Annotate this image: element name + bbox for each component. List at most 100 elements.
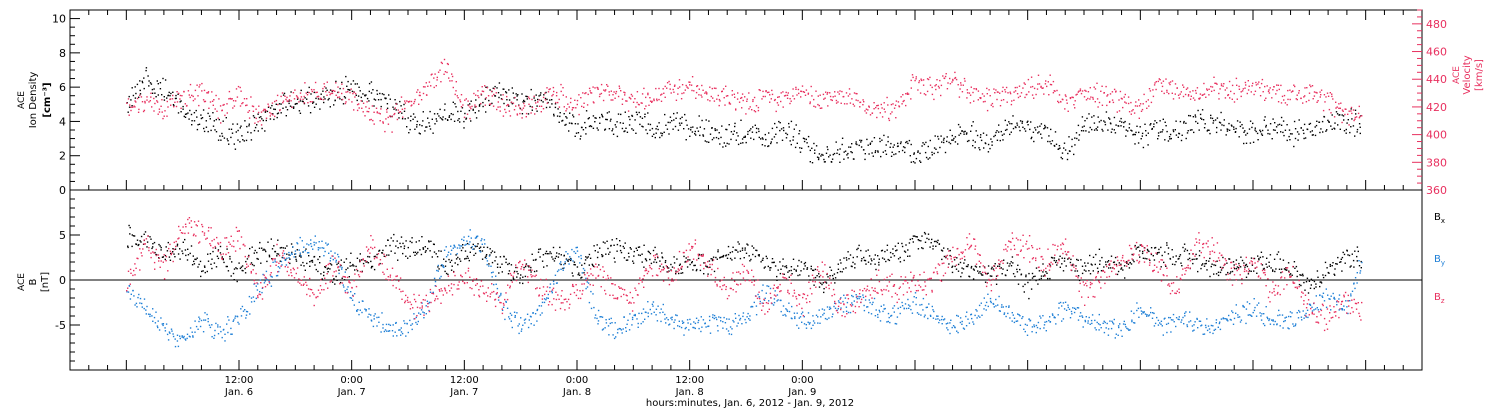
data-point-bx — [819, 286, 820, 287]
data-point-ion-density — [1091, 129, 1092, 130]
y-tick-label-right-top: 460 — [1426, 46, 1447, 59]
data-point-bx — [689, 259, 690, 260]
data-point-bx — [728, 246, 729, 247]
data-point-bx — [1294, 261, 1295, 262]
data-point-ion-density — [148, 80, 149, 81]
data-point-ion-density — [1098, 116, 1099, 117]
data-point-by — [463, 236, 464, 237]
data-point-bx — [853, 257, 854, 258]
data-point-velocity — [1010, 92, 1011, 93]
data-point-velocity — [869, 106, 870, 107]
data-point-by — [789, 311, 790, 312]
data-point-bx — [1016, 269, 1017, 270]
data-point-ion-density — [513, 92, 514, 93]
data-point-velocity — [1166, 90, 1167, 91]
data-point-ion-density — [1253, 142, 1254, 143]
data-point-bx — [411, 242, 412, 243]
data-point-velocity — [912, 74, 913, 75]
data-point-bx — [717, 259, 718, 260]
data-point-velocity — [701, 85, 702, 86]
data-point-velocity — [609, 91, 610, 92]
data-point-by — [511, 315, 512, 316]
data-point-ion-density — [1015, 126, 1016, 127]
data-point-velocity — [1005, 91, 1006, 92]
data-point-velocity — [354, 92, 355, 93]
data-point-by — [297, 243, 298, 244]
data-point-bx — [385, 245, 386, 246]
data-point-velocity — [402, 109, 403, 110]
data-point-velocity — [1280, 85, 1281, 86]
data-point-ion-density — [147, 75, 148, 76]
data-point-ion-density — [503, 103, 504, 104]
data-point-by — [777, 299, 778, 300]
data-point-velocity — [1024, 82, 1025, 83]
data-point-velocity — [186, 105, 187, 106]
data-point-bx — [1337, 257, 1338, 258]
data-point-bx — [269, 256, 270, 257]
data-point-ion-density — [414, 129, 415, 130]
data-point-velocity — [157, 101, 158, 102]
data-point-bx — [696, 269, 697, 270]
data-point-by — [343, 286, 344, 287]
data-point-ion-density — [344, 96, 345, 97]
data-point-ion-density — [708, 120, 709, 121]
data-point-velocity — [1146, 101, 1147, 102]
data-point-ion-density — [508, 89, 509, 90]
data-point-bx — [871, 260, 872, 261]
data-point-ion-density — [319, 108, 320, 109]
data-point-velocity — [1354, 119, 1355, 120]
data-point-bx — [637, 250, 638, 251]
data-point-by — [155, 322, 156, 323]
data-point-by — [563, 267, 564, 268]
data-point-ion-density — [168, 95, 169, 96]
data-point-ion-density — [892, 152, 893, 153]
data-point-velocity — [601, 84, 602, 85]
data-point-bx — [1027, 282, 1028, 283]
data-point-bx — [432, 256, 433, 257]
data-point-by — [529, 319, 530, 320]
data-point-by — [910, 309, 911, 310]
data-point-ion-density — [719, 132, 720, 133]
data-point-by — [516, 312, 517, 313]
data-point-bx — [643, 267, 644, 268]
data-point-bx — [833, 278, 834, 279]
data-point-ion-density — [528, 113, 529, 114]
data-point-ion-density — [629, 119, 630, 120]
data-point-ion-density — [428, 122, 429, 123]
data-point-bx — [601, 254, 602, 255]
data-point-velocity — [1028, 79, 1029, 80]
data-point-ion-density — [1319, 132, 1320, 133]
data-point-velocity — [813, 106, 814, 107]
data-point-by — [226, 323, 227, 324]
data-point-velocity — [851, 98, 852, 99]
data-point-velocity — [442, 63, 443, 64]
data-point-bx — [1184, 250, 1185, 251]
data-point-ion-density — [227, 140, 228, 141]
data-point-ion-density — [1040, 134, 1041, 135]
data-point-bx — [1013, 273, 1014, 274]
data-point-bx — [1248, 273, 1249, 274]
data-point-velocity — [1003, 99, 1004, 100]
data-point-by — [741, 323, 742, 324]
data-point-velocity — [326, 95, 327, 96]
data-point-bx — [568, 259, 569, 260]
data-point-bx — [469, 260, 470, 261]
data-point-velocity — [526, 113, 527, 114]
data-point-by — [300, 255, 301, 256]
data-point-velocity — [635, 106, 636, 107]
data-point-velocity — [1332, 98, 1333, 99]
data-point-velocity — [1169, 82, 1170, 83]
data-point-ion-density — [489, 89, 490, 90]
data-point-velocity — [758, 110, 759, 111]
data-point-ion-density — [1280, 131, 1281, 132]
data-point-velocity — [583, 107, 584, 108]
data-point-velocity — [180, 95, 181, 96]
data-point-velocity — [232, 107, 233, 108]
data-point-velocity — [839, 90, 840, 91]
data-point-bx — [714, 271, 715, 272]
data-point-by — [450, 253, 451, 254]
data-point-velocity — [1135, 101, 1136, 102]
data-point-bx — [613, 245, 614, 246]
data-point-bx — [769, 269, 770, 270]
data-point-ion-density — [783, 127, 784, 128]
